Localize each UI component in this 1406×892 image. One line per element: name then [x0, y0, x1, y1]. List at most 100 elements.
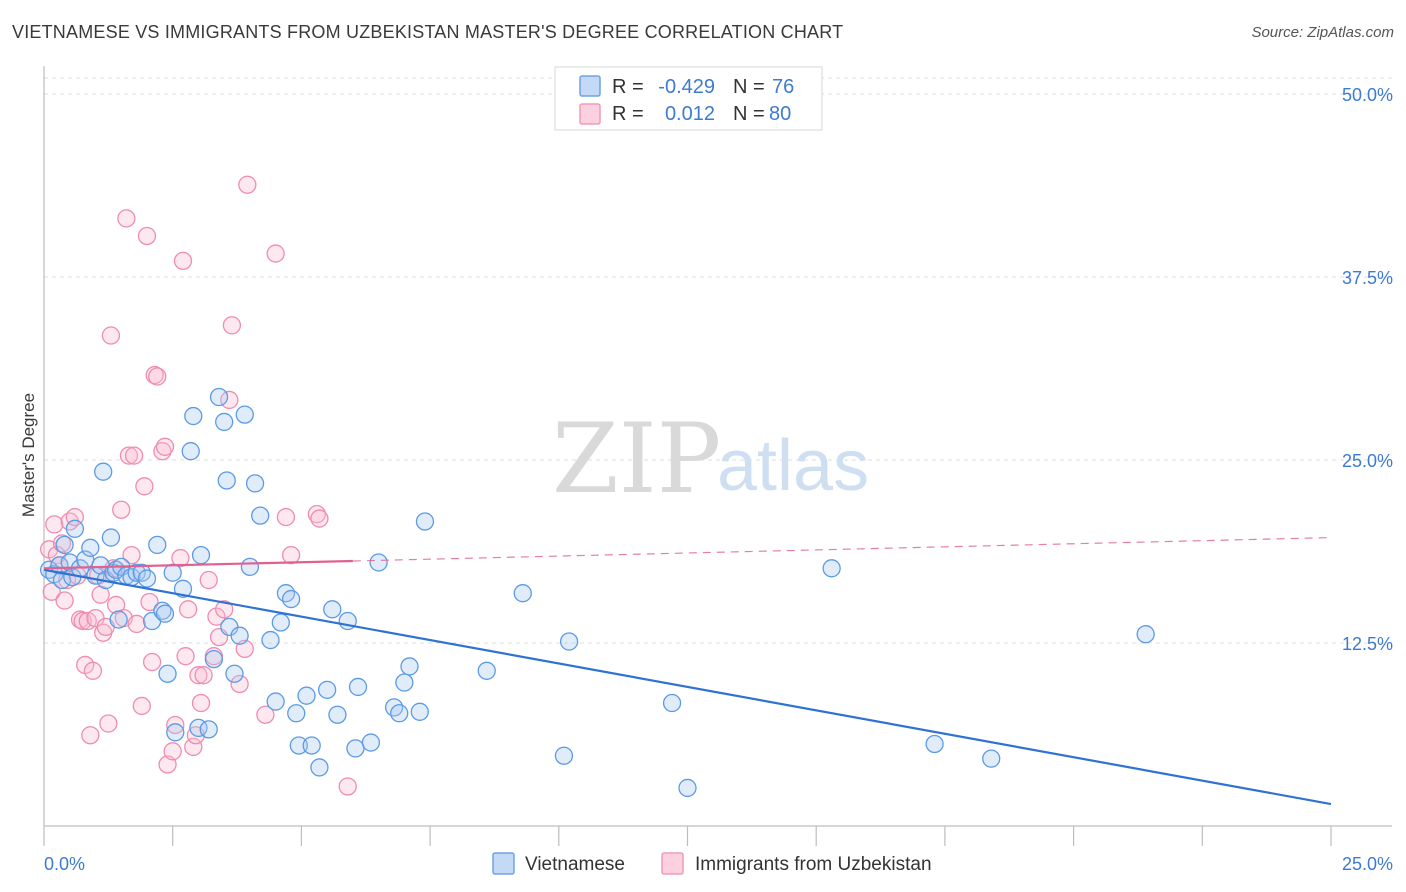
point-vietnamese: [101, 528, 121, 547]
series-vietnamese-points: [39, 387, 1155, 798]
point-uzbekistan: [83, 661, 103, 680]
point-uzbekistan: [222, 316, 242, 335]
point-uzbekistan: [171, 548, 190, 568]
point-uzbekistan: [124, 446, 144, 465]
bottom-legend: Vietnamese Immigrants from Uzbekistan: [492, 852, 932, 875]
point-uzbekistan: [230, 674, 249, 694]
point-vietnamese: [230, 626, 249, 645]
point-vietnamese: [52, 570, 72, 590]
legend-box: R = -0.429 N = 76 R = 0.012 N = 80: [554, 66, 823, 131]
point-uzbekistan: [112, 500, 131, 519]
point-vietnamese: [369, 553, 388, 572]
point-uzbekistan: [191, 693, 211, 713]
point-uzbekistan: [215, 600, 234, 619]
point-uzbekistan: [117, 209, 136, 228]
bottom-legend-swatch-vietnamese: [492, 852, 515, 875]
point-vietnamese: [217, 471, 236, 490]
watermark-zip: ZIP: [552, 403, 721, 515]
point-uzbekistan: [184, 737, 203, 757]
watermark-atlas: atlas: [717, 426, 869, 506]
x-tick-label: 25.0%: [1342, 854, 1393, 874]
point-uzbekistan: [42, 582, 61, 601]
point-uzbekistan: [81, 726, 100, 745]
legend-r-value-2: 0.012: [665, 103, 715, 125]
point-vietnamese: [163, 563, 182, 582]
point-uzbekistan: [45, 515, 64, 534]
point-vietnamese: [191, 545, 211, 565]
point-uzbekistan: [189, 666, 208, 685]
axes: [43, 66, 1392, 846]
source-label: Source: ZipAtlas.com: [1251, 24, 1394, 41]
point-vietnamese: [148, 535, 167, 555]
point-vietnamese: [251, 506, 270, 525]
bottom-legend-label-uzbekistan: Immigrants from Uzbekistan: [695, 854, 932, 875]
legend-n-value-2: 80: [769, 103, 791, 125]
point-uzbekistan: [99, 714, 118, 733]
point-vietnamese: [925, 734, 944, 754]
point-uzbekistan: [101, 326, 121, 345]
point-vietnamese: [384, 698, 404, 717]
legend-r-label-1: R =: [612, 76, 644, 98]
point-vietnamese: [155, 604, 175, 623]
point-uzbekistan: [142, 652, 162, 672]
point-vietnamese: [281, 589, 301, 609]
chart-title: VIETNAMESE VS IMMIGRANTS FROM UZBEKISTAN…: [12, 22, 844, 42]
point-vietnamese: [361, 733, 381, 752]
point-vietnamese: [184, 406, 203, 426]
point-vietnamese: [297, 686, 316, 705]
point-uzbekistan: [127, 614, 146, 634]
point-vietnamese: [395, 673, 414, 692]
point-vietnamese: [209, 387, 229, 407]
point-vietnamese: [271, 613, 290, 632]
point-vietnamese: [289, 736, 308, 755]
point-vietnamese: [323, 600, 342, 619]
legend-n-label-2: N =: [733, 103, 765, 125]
point-vietnamese: [266, 692, 285, 711]
point-uzbekistan: [338, 777, 357, 796]
point-vietnamese: [1136, 625, 1155, 644]
point-uzbekistan: [256, 705, 275, 724]
bottom-legend-swatch-uzbekistan: [661, 852, 684, 875]
point-uzbekistan: [199, 570, 218, 590]
point-uzbekistan: [310, 509, 329, 528]
point-vietnamese: [310, 758, 329, 777]
point-uzbekistan: [119, 446, 139, 465]
point-vietnamese: [400, 657, 419, 676]
point-vietnamese: [245, 474, 265, 493]
point-vietnamese: [554, 746, 574, 765]
point-uzbekistan: [238, 175, 257, 194]
point-vietnamese: [415, 512, 435, 531]
y-tick-label: 37.5%: [1342, 268, 1393, 288]
point-vietnamese: [81, 538, 100, 557]
point-uzbekistan: [266, 244, 285, 263]
point-vietnamese: [204, 649, 224, 669]
point-vietnamese: [240, 557, 260, 577]
legend-n-value-1: 76: [772, 76, 794, 98]
point-uzbekistan: [173, 251, 193, 271]
point-uzbekistan: [176, 647, 195, 666]
point-vietnamese: [55, 535, 74, 555]
watermark: ZIP atlas: [552, 403, 869, 515]
point-vietnamese: [225, 664, 244, 683]
legend-swatch-uzbekistan: [579, 103, 601, 125]
point-uzbekistan: [281, 545, 301, 565]
point-uzbekistan: [166, 715, 185, 735]
point-vietnamese: [346, 739, 365, 758]
point-uzbekistan: [178, 600, 198, 619]
point-vietnamese: [181, 442, 200, 461]
legend-r-value-1: -0.429: [658, 76, 715, 98]
point-vietnamese: [410, 702, 429, 721]
point-vietnamese: [390, 704, 409, 723]
point-vietnamese: [132, 563, 151, 582]
point-vietnamese: [287, 704, 306, 723]
point-vietnamese: [662, 693, 682, 713]
point-vietnamese: [153, 601, 172, 620]
point-vietnamese: [94, 462, 113, 481]
y-tick-label: 25.0%: [1342, 451, 1393, 471]
point-vietnamese: [822, 559, 841, 578]
point-vietnamese: [348, 677, 368, 697]
point-uzbekistan: [148, 367, 167, 386]
point-vietnamese: [127, 563, 146, 582]
legend-swatch-vietnamese: [579, 75, 601, 97]
grid-lines: [44, 77, 1392, 644]
